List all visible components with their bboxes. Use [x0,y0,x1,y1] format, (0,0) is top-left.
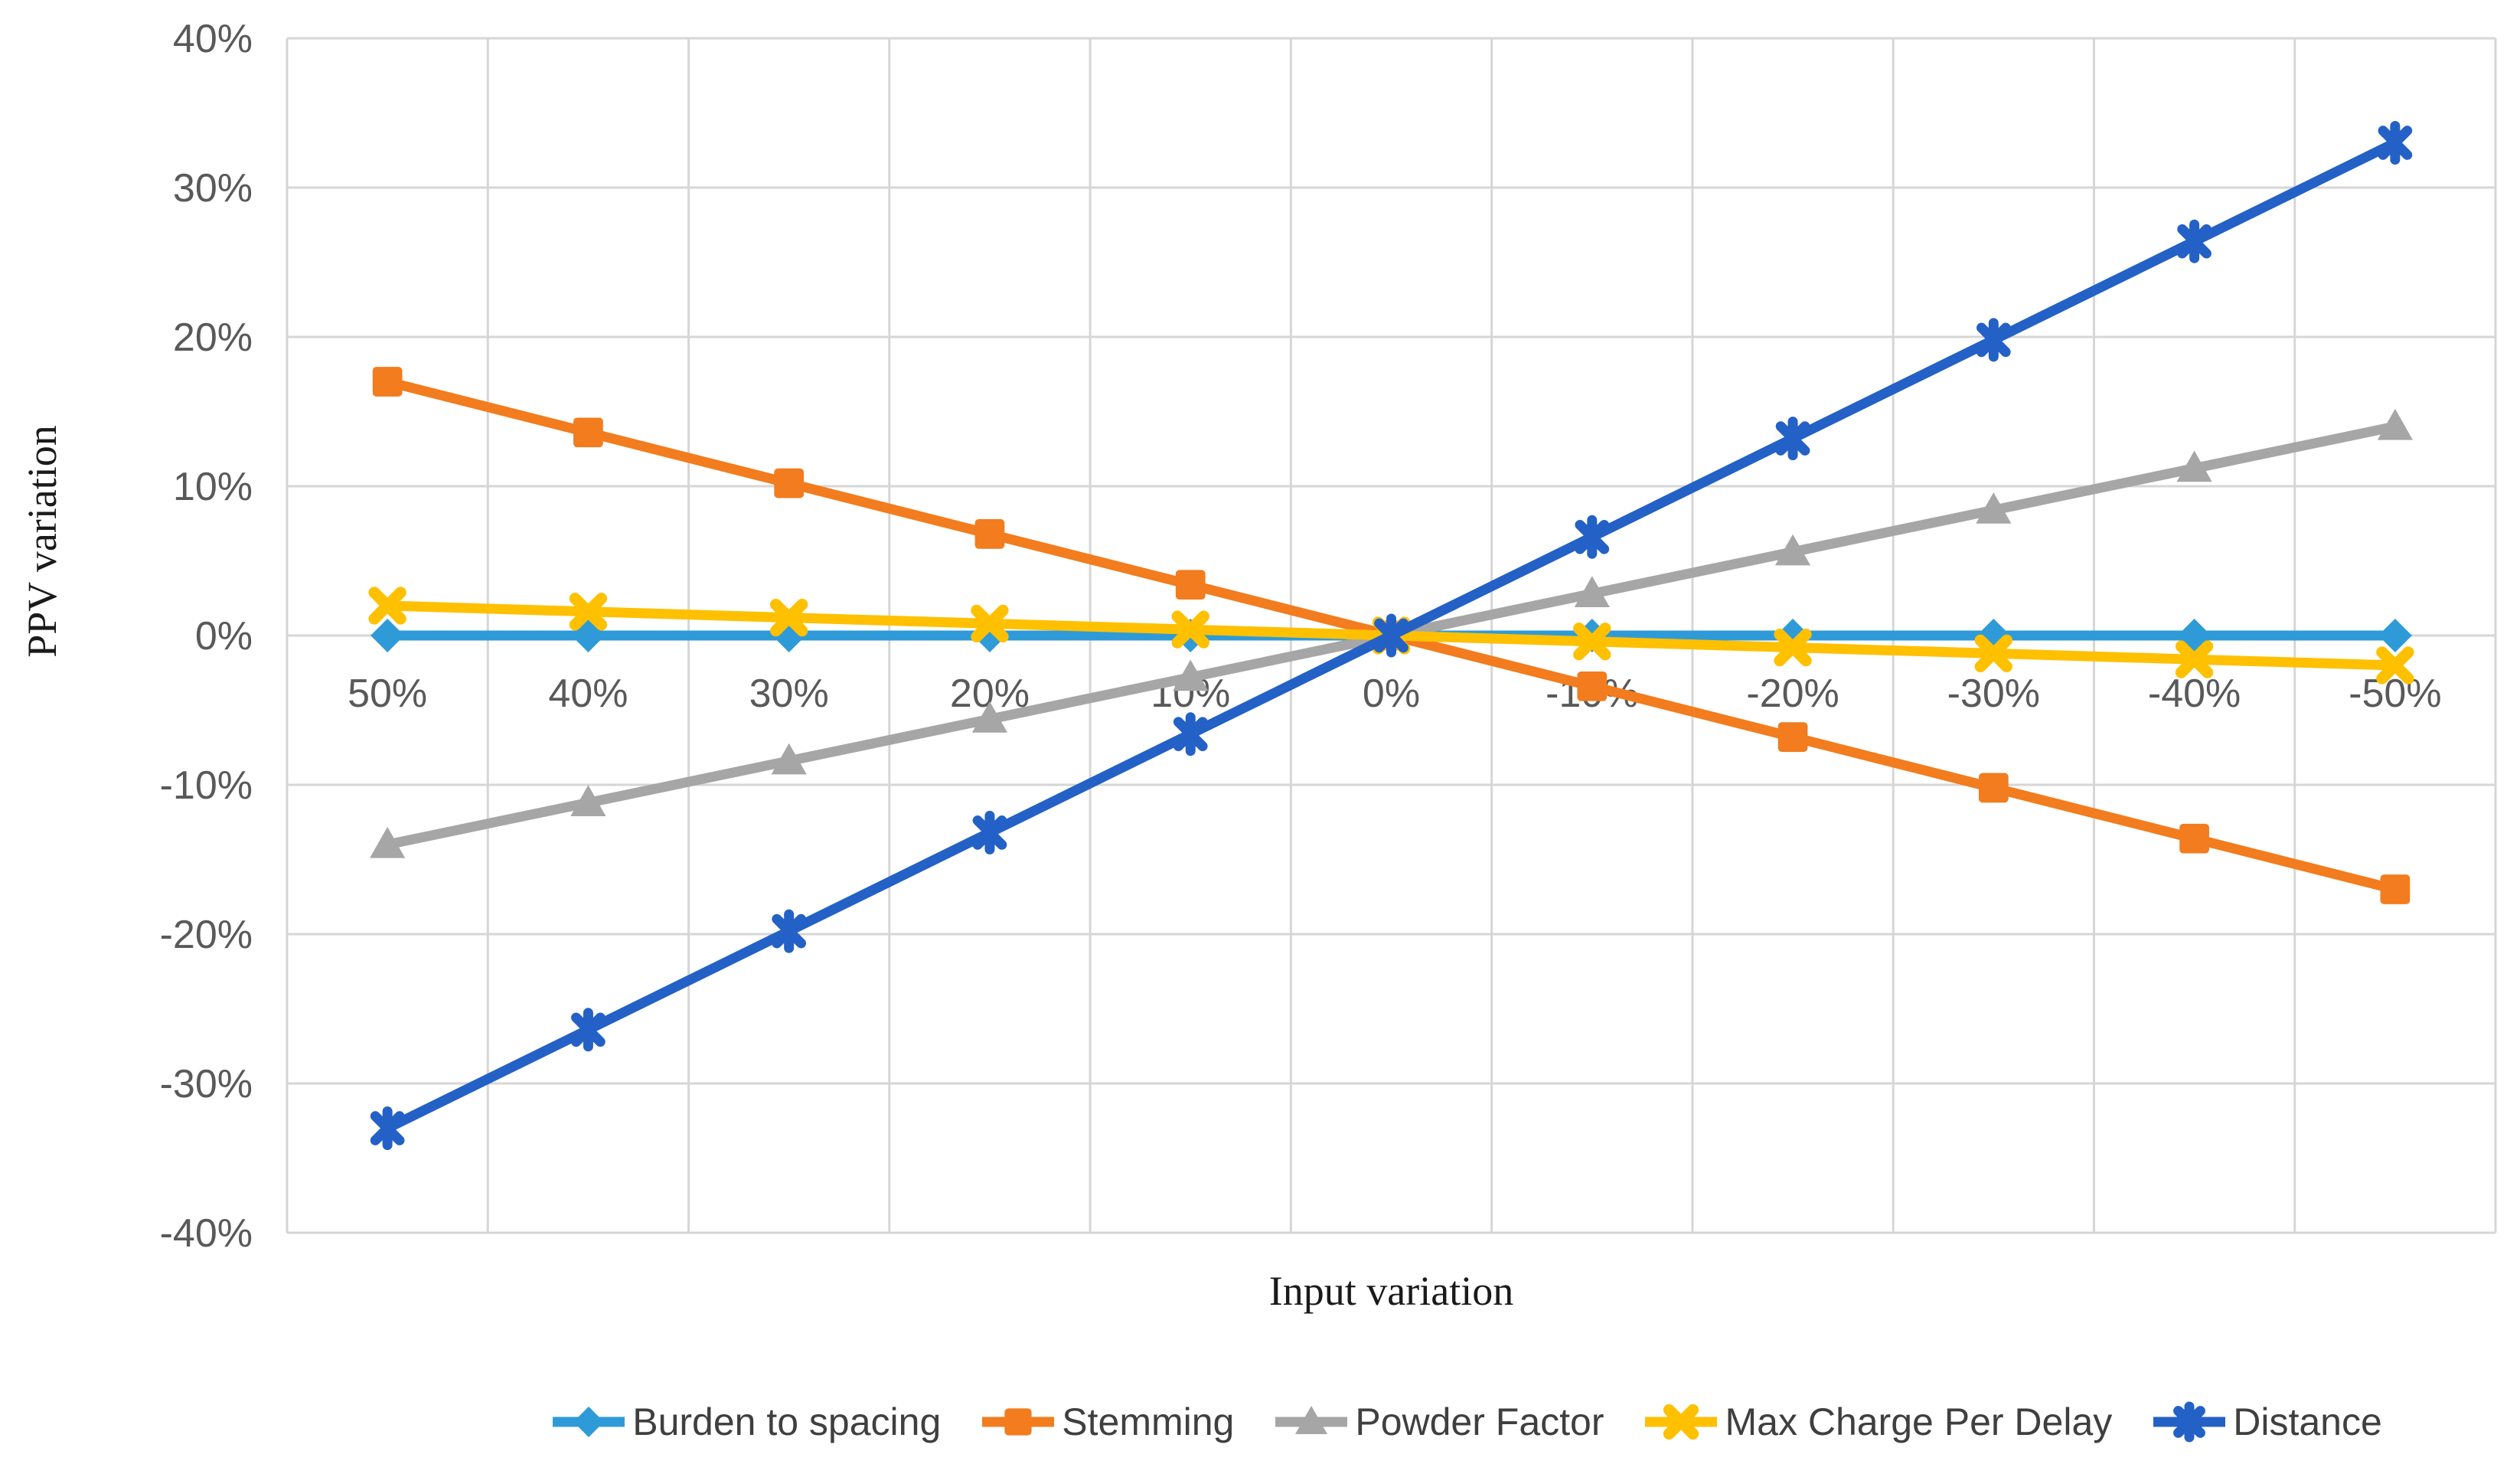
square-marker-icon [1777,722,1808,752]
star-marker-icon [1775,417,1810,461]
x-marker-icon [368,587,406,625]
diamond-marker-icon [2378,619,2412,652]
diamond-legend-key-icon [553,1407,625,1437]
x-tick-label: -30% [1947,672,2040,716]
star-marker-icon [2378,121,2413,165]
star-marker-icon [571,1008,606,1052]
x-marker-icon [1774,628,1812,667]
x-marker-icon [569,593,608,631]
x-marker-icon [2376,646,2414,685]
square-legend-key-icon [982,1408,1055,1436]
triangle-marker-icon [370,826,406,858]
legend-item-stemming: Stemming [981,1399,1234,1445]
series-distance [370,121,2413,1150]
legend-label: Powder Factor [1355,1400,1604,1443]
x-tick-label: 50% [348,672,427,716]
legend-item-distance: Distance [2152,1399,2382,1445]
legend-label: Distance [2233,1400,2382,1443]
star-legend-key-icon [2153,1401,2226,1443]
x-tick-label: -20% [1746,672,1839,716]
square-marker-icon [1978,773,2009,803]
x-tick-label: -40% [2148,672,2241,716]
x-marker-icon [2175,640,2214,678]
diamond-marker-icon [370,619,405,652]
star-marker-icon [2177,219,2212,263]
y-axis-title: PPV variation [19,425,65,658]
star-marker-icon [1976,318,2011,362]
square-marker-icon [372,367,403,397]
x-axis-title: Input variation [1268,1268,1514,1314]
y-tick-label: -20% [160,913,253,957]
x-marker-icon [1171,610,1209,649]
square-marker-icon [774,468,805,498]
x-marker-icon [1974,634,2012,673]
triangle-marker-icon [1976,492,2012,524]
triangle-marker-icon [771,743,807,775]
triangle-marker-icon [2377,408,2413,440]
star-marker-icon [2173,1401,2206,1443]
x-tick-label: -50% [2349,672,2441,716]
x-marker-icon [1573,623,1611,661]
triangle-marker-icon [570,785,606,816]
x-marker-icon [971,604,1009,643]
star-marker-icon [1374,613,1409,658]
triangle-marker-icon [1173,659,1209,691]
square-marker-icon [573,417,603,448]
star-marker-icon [1173,712,1208,757]
diamond-marker-icon [573,1407,605,1437]
legend-label: Stemming [1062,1400,1235,1443]
x-marker-icon [770,598,808,637]
triangle-marker-icon [1295,1406,1328,1434]
triangle-marker-icon [1574,576,1610,607]
y-tick-label: 40% [173,17,253,61]
legend: Burden to spacing Stemming Powder Factor Ma… [421,1395,2512,1449]
x-tick-label: 40% [548,672,628,716]
star-marker-icon [772,909,807,953]
y-tick-label: -10% [160,763,253,808]
square-marker-icon [1577,671,1608,701]
legend-item-burden-to-spacing: Burden to spacing [551,1399,941,1445]
star-marker-icon [1575,515,1610,559]
y-axis-tick-labels: 40% 30% 20% 10% 0% -10% -20% -30% -40% [160,17,253,1256]
triangle-marker-icon [2176,450,2212,482]
legend-label: Max Charge Per Delay [1725,1400,2113,1443]
y-tick-label: 0% [195,614,253,658]
square-marker-icon [2380,874,2411,904]
star-marker-icon [972,810,1007,855]
y-tick-label: -40% [160,1211,253,1256]
square-marker-icon [1175,570,1206,600]
x-marker-icon [1663,1404,1699,1440]
triangle-legend-key-icon [1275,1406,1348,1434]
square-marker-icon [1004,1408,1032,1436]
y-tick-label: 30% [173,166,253,211]
square-marker-icon [974,519,1005,549]
x-tick-label: 30% [749,672,829,716]
x-axis-category-labels: 50%40%30%20%10%0%-10%-20%-30%-40%-50% [348,672,2441,716]
square-marker-icon [2179,823,2209,854]
triangle-marker-icon [971,701,1008,733]
y-tick-label: -30% [160,1062,253,1106]
legend-item-powder-factor: Powder Factor [1274,1399,1604,1445]
legend-item-max-charge-per-delay: Max Charge Per Delay [1644,1399,2112,1445]
x-legend-key-icon [1645,1404,1718,1440]
x-tick-label: 0% [1363,672,1420,716]
star-marker-icon [370,1106,405,1150]
legend-label: Burden to spacing [632,1400,942,1443]
y-tick-label: 20% [173,315,253,360]
triangle-marker-icon [1774,534,1811,566]
y-tick-label: 10% [173,465,253,509]
